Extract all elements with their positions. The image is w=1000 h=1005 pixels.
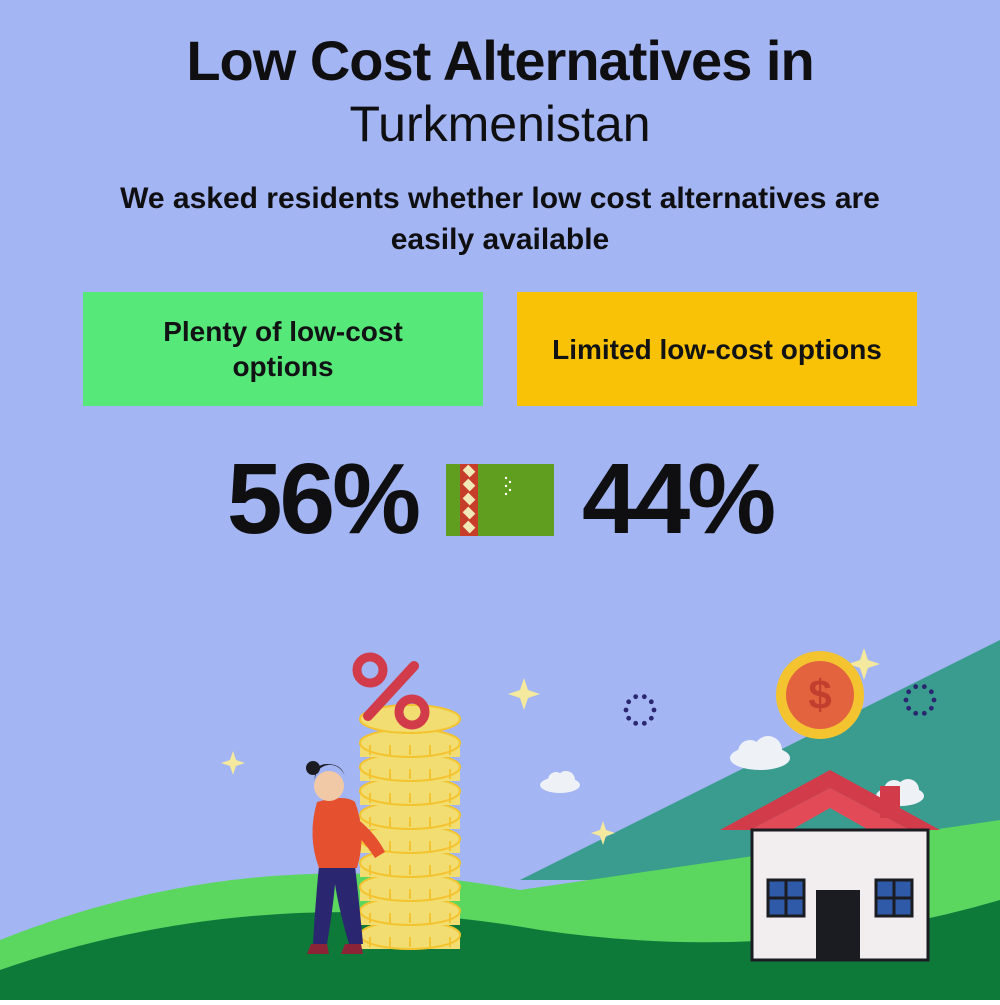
subtitle: We asked residents whether low cost alte… (110, 179, 890, 260)
options-row: Plenty of low-cost options Limited low-c… (0, 292, 1000, 406)
option-plenty: Plenty of low-cost options (83, 292, 483, 406)
flag-crescent-icon (486, 472, 516, 507)
illustration: $ (0, 640, 1000, 1000)
stat-right-value: 44% (582, 442, 773, 557)
stat-left-value: 56% (227, 442, 418, 557)
option-limited-label: Limited low-cost options (552, 332, 882, 367)
flag-stripe (460, 464, 478, 536)
turkmenistan-flag-icon (446, 464, 554, 536)
option-plenty-label: Plenty of low-cost options (113, 314, 453, 384)
title-line1: Low Cost Alternatives in (0, 0, 1000, 93)
stats-row: 56% 44% (0, 442, 1000, 557)
option-limited: Limited low-cost options (517, 292, 917, 406)
title-line2: Turkmenistan (0, 95, 1000, 153)
infographic-container: Low Cost Alternatives in Turkmenistan We… (0, 0, 1000, 1000)
svg-text:$: $ (808, 671, 831, 718)
